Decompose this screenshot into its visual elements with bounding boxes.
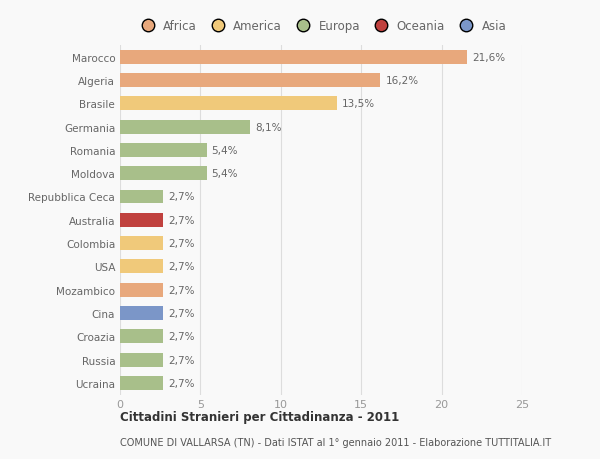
Text: 8,1%: 8,1% [255,122,281,132]
Text: 5,4%: 5,4% [212,169,238,179]
Text: 2,7%: 2,7% [168,239,195,249]
Bar [120,376,163,390]
Bar [120,74,380,88]
Text: 2,7%: 2,7% [168,192,195,202]
Text: 13,5%: 13,5% [342,99,375,109]
Legend: Africa, America, Europa, Oceania, Asia: Africa, America, Europa, Oceania, Asia [136,20,506,33]
Text: 2,7%: 2,7% [168,285,195,295]
Text: 2,7%: 2,7% [168,355,195,365]
Text: Cittadini Stranieri per Cittadinanza - 2011: Cittadini Stranieri per Cittadinanza - 2… [120,410,399,423]
Bar [120,353,163,367]
Text: 5,4%: 5,4% [212,146,238,156]
Text: 2,7%: 2,7% [168,331,195,341]
Bar [120,190,163,204]
Bar [120,144,207,157]
Text: 2,7%: 2,7% [168,262,195,272]
Bar [120,306,163,320]
Bar [120,236,163,251]
Text: 16,2%: 16,2% [385,76,418,86]
Bar [120,260,163,274]
Text: 21,6%: 21,6% [472,52,505,62]
Bar [120,167,207,181]
Bar [120,330,163,344]
Bar [120,120,250,134]
Bar [120,97,337,111]
Text: COMUNE DI VALLARSA (TN) - Dati ISTAT al 1° gennaio 2011 - Elaborazione TUTTITALI: COMUNE DI VALLARSA (TN) - Dati ISTAT al … [120,437,551,447]
Bar [120,283,163,297]
Bar [120,50,467,65]
Text: 2,7%: 2,7% [168,308,195,319]
Bar [120,213,163,227]
Text: 2,7%: 2,7% [168,378,195,388]
Text: 2,7%: 2,7% [168,215,195,225]
